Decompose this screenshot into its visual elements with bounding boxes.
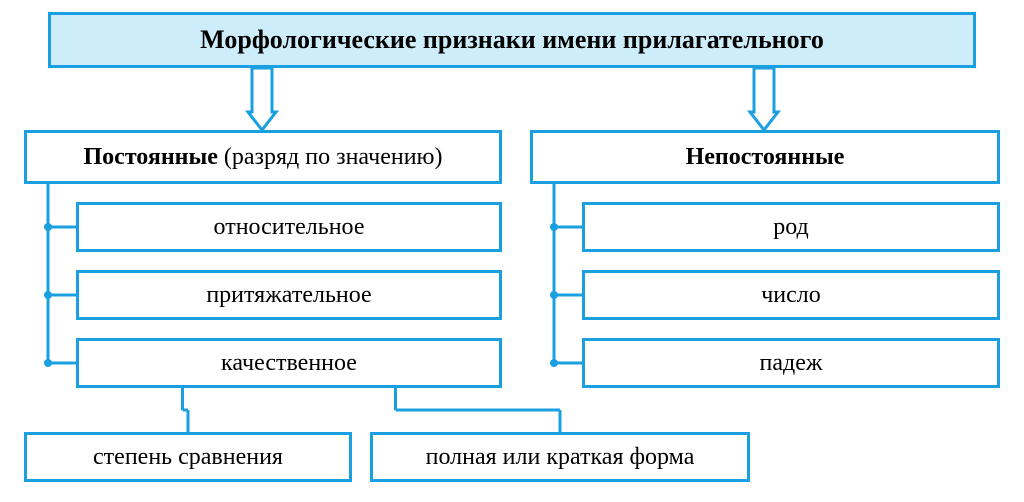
right-header: Непостоянные <box>530 130 1000 184</box>
left-item-2-text: качественное <box>221 350 357 377</box>
right-item-2: падеж <box>582 338 1000 388</box>
left-item-2: качественное <box>76 338 502 388</box>
title-box: Морфологические признаки имени прилагате… <box>48 12 976 68</box>
left-header: Постоянные (разряд по значению) <box>24 130 502 184</box>
left-header-text: Постоянные (разряд по значению) <box>84 144 443 171</box>
right-item-0-text: род <box>773 214 809 241</box>
left-item-1-text: притяжательное <box>206 282 371 309</box>
right-header-bold: Непостоянные <box>686 144 845 170</box>
left-header-bold: Постоянные <box>84 144 218 170</box>
left-item-1: притяжательное <box>76 270 502 320</box>
left-item-0-text: относительное <box>214 214 365 241</box>
extra-0: степень сравнения <box>24 432 352 482</box>
right-item-1: число <box>582 270 1000 320</box>
left-item-0: относительное <box>76 202 502 252</box>
extra-1-text: полная или краткая форма <box>426 444 695 471</box>
extra-0-text: степень сравнения <box>93 444 283 471</box>
right-item-2-text: падеж <box>760 350 823 377</box>
right-header-text: Непостоянные <box>686 144 845 171</box>
extra-1: полная или краткая форма <box>370 432 750 482</box>
right-item-1-text: число <box>761 282 821 309</box>
left-header-rest: (разряд по значению) <box>218 144 443 170</box>
title-text: Морфологические признаки имени прилагате… <box>200 25 824 55</box>
right-item-0: род <box>582 202 1000 252</box>
